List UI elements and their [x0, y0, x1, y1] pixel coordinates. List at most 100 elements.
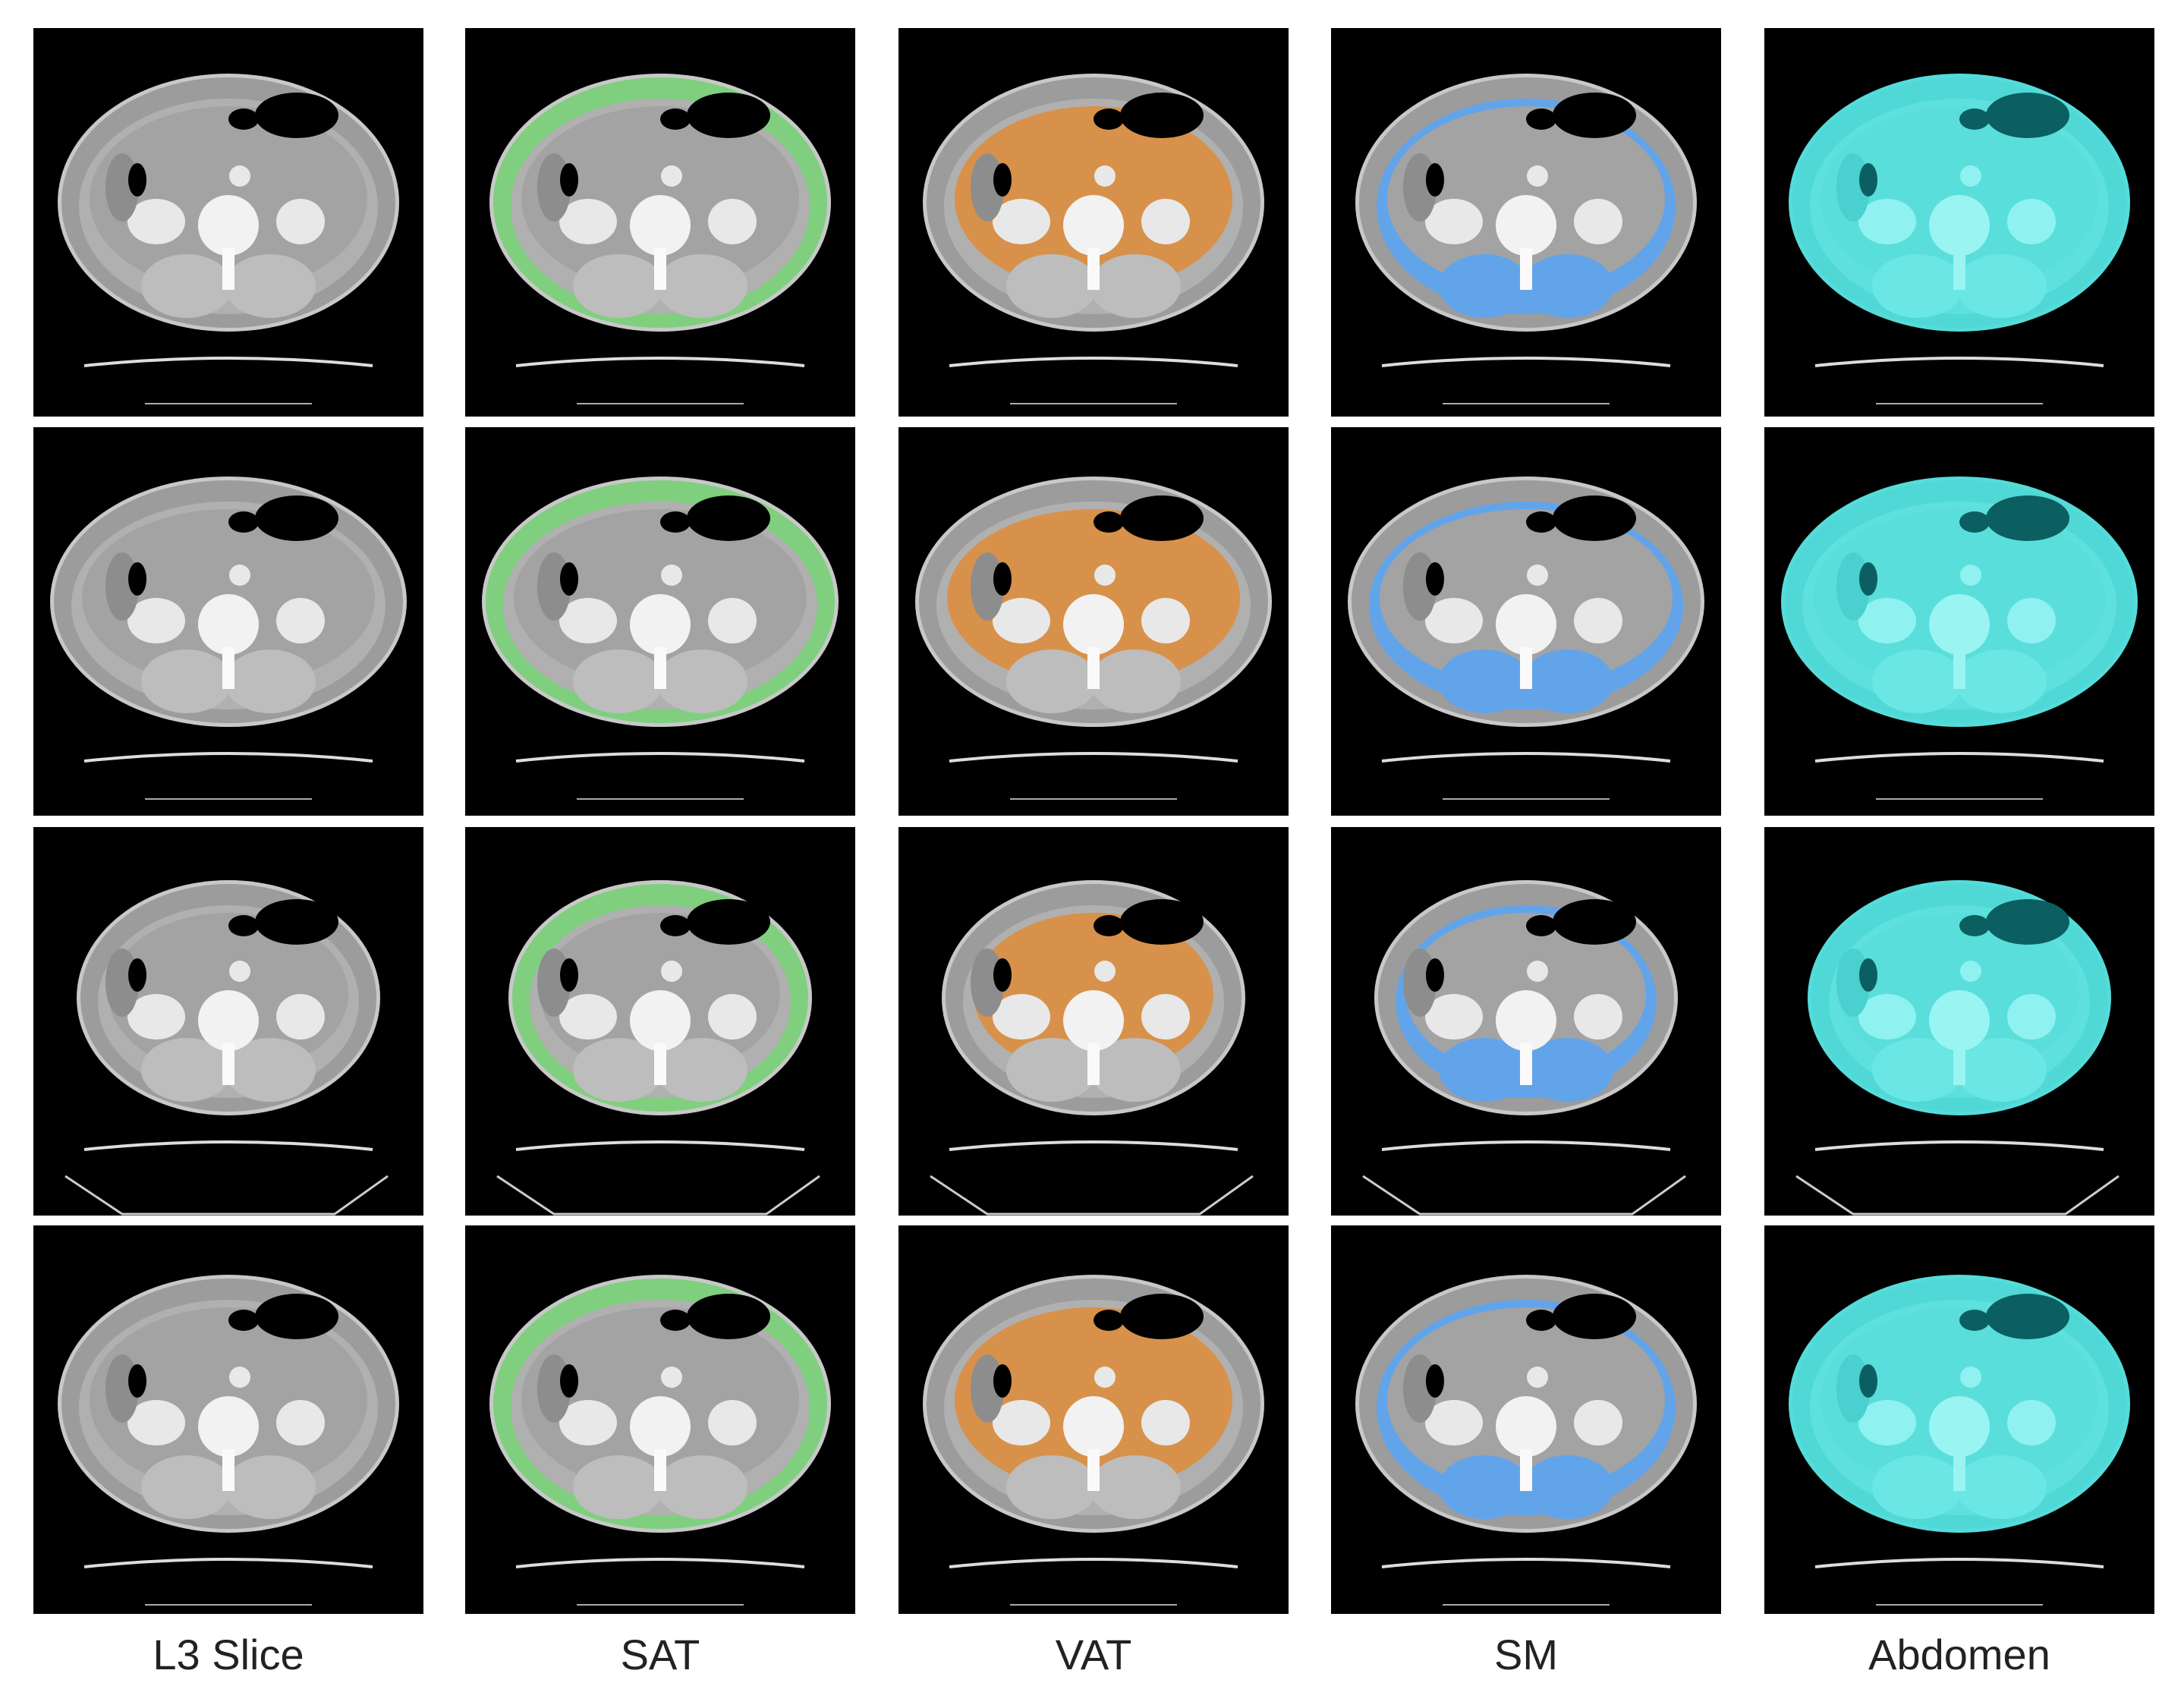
kidney — [1141, 199, 1190, 244]
scanner-table — [1814, 1140, 2104, 1151]
kidney — [2007, 598, 2056, 643]
ct-image — [1331, 827, 1721, 1216]
kidney — [127, 1400, 185, 1445]
vertebra — [630, 594, 691, 655]
vertebra — [1496, 594, 1556, 655]
ct-image — [1331, 427, 1721, 816]
posterior-muscle — [1872, 1038, 1963, 1102]
posterior-muscle — [1872, 650, 1963, 713]
aorta — [1094, 165, 1116, 187]
scanner-table — [1795, 1175, 2119, 1216]
kidney — [559, 1400, 617, 1445]
column-label: SM — [1494, 1631, 1558, 1678]
vertebra — [198, 1396, 259, 1457]
spinous-process — [1520, 1449, 1532, 1491]
vertebra — [198, 594, 259, 655]
kidney — [1141, 994, 1190, 1040]
posterior-muscle — [1956, 1455, 2047, 1519]
kidney — [2007, 1400, 2056, 1445]
scanner-table — [949, 752, 1238, 763]
gas — [1526, 915, 1556, 936]
posterior-muscle — [656, 1455, 747, 1519]
column-label: VAT — [1056, 1631, 1132, 1678]
spinous-process — [222, 647, 234, 689]
gas — [1553, 93, 1636, 138]
kidney — [127, 598, 185, 643]
posterior-muscle — [1956, 650, 2047, 713]
kidney — [1141, 598, 1190, 643]
gas — [228, 109, 259, 130]
posterior-muscle — [1006, 1455, 1097, 1519]
kidney — [1858, 1400, 1916, 1445]
kidney — [993, 994, 1050, 1040]
gas — [1120, 495, 1204, 541]
kidney — [559, 994, 617, 1040]
spinous-process — [1953, 1449, 1965, 1491]
column-label: Abdomen — [1868, 1631, 2050, 1678]
gas — [1986, 1294, 2069, 1339]
aorta — [1527, 1367, 1548, 1388]
gas — [660, 915, 691, 936]
kidney — [993, 598, 1050, 643]
spinous-process — [1953, 248, 1965, 290]
gas — [228, 1310, 259, 1331]
kidney — [559, 199, 617, 244]
gas — [1094, 915, 1124, 936]
vertebra — [1496, 195, 1556, 256]
scanner-table — [1381, 752, 1671, 763]
kidney — [559, 598, 617, 643]
gas — [128, 163, 146, 197]
scanner-table — [515, 752, 805, 763]
posterior-muscle — [573, 254, 664, 318]
gas — [1426, 562, 1444, 596]
aorta — [229, 961, 250, 982]
vertebra — [1063, 594, 1124, 655]
aorta — [661, 961, 682, 982]
scanner-table — [1362, 1175, 1686, 1216]
spinous-process — [1087, 1449, 1100, 1491]
scanner-table — [83, 752, 373, 763]
vertebra — [630, 195, 691, 256]
spinous-process — [1087, 647, 1100, 689]
scanner-table — [949, 1558, 1238, 1568]
gas — [1426, 958, 1444, 992]
posterior-muscle — [141, 254, 232, 318]
spinous-process — [222, 248, 234, 290]
posterior-muscle — [225, 254, 316, 318]
kidney — [1574, 598, 1622, 643]
scanner-table — [83, 357, 373, 367]
posterior-muscle — [1090, 650, 1181, 713]
aorta — [1527, 165, 1548, 187]
gas — [1959, 915, 1990, 936]
aorta — [229, 1367, 250, 1388]
vertebra — [630, 1396, 691, 1457]
ct-image — [33, 1225, 423, 1614]
scanner-table — [1814, 357, 2104, 367]
ct-image — [33, 427, 423, 816]
kidney — [276, 1400, 325, 1445]
posterior-muscle — [656, 1038, 747, 1102]
vertebra — [1063, 1396, 1124, 1457]
posterior-muscle — [1439, 1038, 1530, 1102]
kidney — [708, 598, 757, 643]
ct-image — [33, 28, 423, 417]
scanner-table — [1381, 357, 1671, 367]
aorta — [1960, 961, 1981, 982]
aorta — [661, 165, 682, 187]
posterior-muscle — [1090, 1455, 1181, 1519]
ct-image — [1331, 28, 1721, 417]
ct-image — [898, 28, 1289, 417]
gas — [1526, 109, 1556, 130]
vertebra — [1063, 195, 1124, 256]
posterior-muscle — [1522, 650, 1613, 713]
kidney — [2007, 994, 2056, 1040]
scanner-table — [515, 357, 805, 367]
spinous-process — [1087, 248, 1100, 290]
ct-image — [465, 427, 855, 816]
gas — [1526, 1310, 1556, 1331]
ct-image — [898, 1225, 1289, 1614]
gas — [1959, 511, 1990, 533]
ct-image — [1764, 827, 2154, 1216]
scanner-table — [65, 1175, 389, 1216]
